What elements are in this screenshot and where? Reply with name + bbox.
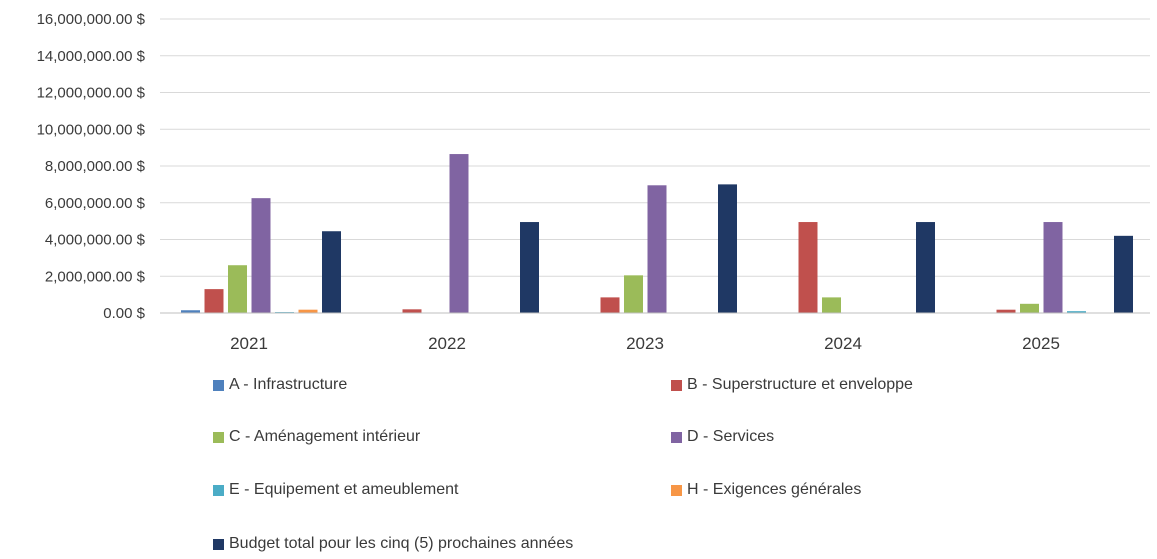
bar-2025-series-7 bbox=[1114, 235, 1133, 313]
x-category-label: 2022 bbox=[428, 334, 466, 353]
bar-2023-series-2 bbox=[600, 297, 620, 313]
x-category-label: 2021 bbox=[230, 334, 268, 353]
y-tick-label: 2,000,000.00 $ bbox=[45, 268, 146, 285]
x-category-label: 2025 bbox=[1022, 334, 1060, 353]
bar-2025-series-4 bbox=[1043, 222, 1063, 313]
y-tick-label: 8,000,000.00 $ bbox=[45, 158, 146, 175]
y-axis-tick-labels: 0.00 $ 2,000,000.00 $ 4,000,000.00 $ 6,000,… bbox=[37, 11, 146, 322]
bars bbox=[181, 154, 1133, 314]
bar-2024-series-7 bbox=[916, 222, 935, 313]
y-tick-label: 14,000,000.00 $ bbox=[37, 48, 146, 65]
bar-2024-series-2 bbox=[798, 222, 818, 313]
bar-2022-series-4 bbox=[449, 154, 469, 313]
y-tick-label: 4,000,000.00 $ bbox=[45, 232, 146, 249]
bar-2023-series-3 bbox=[624, 275, 643, 313]
bar-2025-series-3 bbox=[1020, 303, 1039, 313]
x-category-label: 2023 bbox=[626, 334, 664, 353]
y-tick-label: 16,000,000.00 $ bbox=[37, 11, 146, 28]
bar-2022-series-7 bbox=[520, 222, 539, 313]
bar-2021-series-3 bbox=[228, 265, 247, 313]
bar-2023-series-7 bbox=[718, 184, 737, 313]
bar-2022-series-2 bbox=[402, 309, 422, 313]
bar-2021-series-1 bbox=[181, 310, 200, 313]
y-tick-label: 10,000,000.00 $ bbox=[37, 121, 146, 138]
bar-2021-series-7 bbox=[322, 231, 341, 313]
bar-2021-series-6 bbox=[298, 309, 318, 313]
bar-2021-series-4 bbox=[251, 198, 271, 313]
y-tick-label: 12,000,000.00 $ bbox=[37, 85, 146, 102]
bar-2025-series-2 bbox=[996, 309, 1016, 313]
bar-2023-series-4 bbox=[647, 185, 667, 313]
bar-2021-series-2 bbox=[204, 289, 224, 313]
x-category-label: 2024 bbox=[824, 334, 862, 353]
y-tick-label: 6,000,000.00 $ bbox=[45, 195, 146, 212]
x-axis-category-labels: 2021 2022 2023 2024 2025 bbox=[230, 334, 1060, 353]
bar-2025-series-5 bbox=[1067, 311, 1086, 313]
bar-2024-series-3 bbox=[822, 297, 841, 313]
y-tick-label: 0.00 $ bbox=[103, 305, 145, 322]
